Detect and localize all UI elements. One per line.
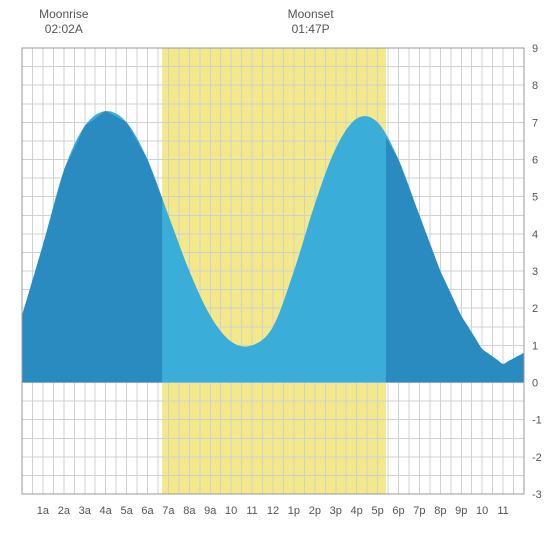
y-tick-label: 5 [532, 192, 538, 204]
y-tick-label: 3 [532, 266, 538, 278]
x-tick-label: 3a [79, 505, 92, 517]
x-tick-label: 11 [497, 505, 508, 517]
x-tick-label: 3p [330, 505, 342, 517]
y-tick-label: -2 [532, 452, 542, 464]
x-tick-label: 1p [288, 505, 300, 517]
x-tick-label: 10 [476, 505, 488, 517]
x-tick-label: 1a [37, 505, 50, 517]
y-tick-label: 6 [532, 155, 538, 167]
moonrise-time: 02:02A [45, 22, 83, 36]
x-tick-label: 9a [204, 505, 217, 517]
x-tick-label: 8p [434, 505, 446, 517]
x-tick-label: 5p [371, 505, 383, 517]
y-tick-label: 0 [532, 378, 538, 390]
y-tick-label: 4 [532, 229, 538, 241]
y-tick-label: 8 [532, 80, 538, 92]
x-tick-label: 5a [120, 505, 133, 517]
x-tick-label: 7a [162, 505, 175, 517]
chart-svg: -3-2-101234567891a2a3a4a5a6a7a8a9a101112… [0, 0, 550, 550]
x-tick-label: 12 [267, 505, 279, 517]
y-tick-label: 9 [532, 43, 538, 55]
y-tick-label: 7 [532, 117, 538, 129]
tide-chart: -3-2-101234567891a2a3a4a5a6a7a8a9a101112… [0, 0, 550, 550]
moonset-time: 01:47P [292, 22, 330, 36]
x-tick-label: 4a [100, 505, 113, 517]
x-tick-label: 10 [225, 505, 237, 517]
moonset-title: Moonset [288, 7, 335, 21]
y-tick-label: 1 [532, 340, 538, 352]
x-tick-label: 9p [455, 505, 467, 517]
x-tick-label: 7p [413, 505, 425, 517]
y-tick-label: -3 [532, 489, 542, 501]
y-tick-label: -1 [532, 415, 542, 427]
y-tick-label: 2 [532, 303, 538, 315]
x-tick-label: 6a [141, 505, 154, 517]
x-tick-label: 2a [58, 505, 71, 517]
x-tick-label: 8a [183, 505, 196, 517]
x-tick-label: 11 [246, 505, 257, 517]
x-tick-label: 4p [351, 505, 363, 517]
x-tick-label: 6p [392, 505, 404, 517]
moonrise-title: Moonrise [39, 7, 89, 21]
x-tick-label: 2p [309, 505, 321, 517]
